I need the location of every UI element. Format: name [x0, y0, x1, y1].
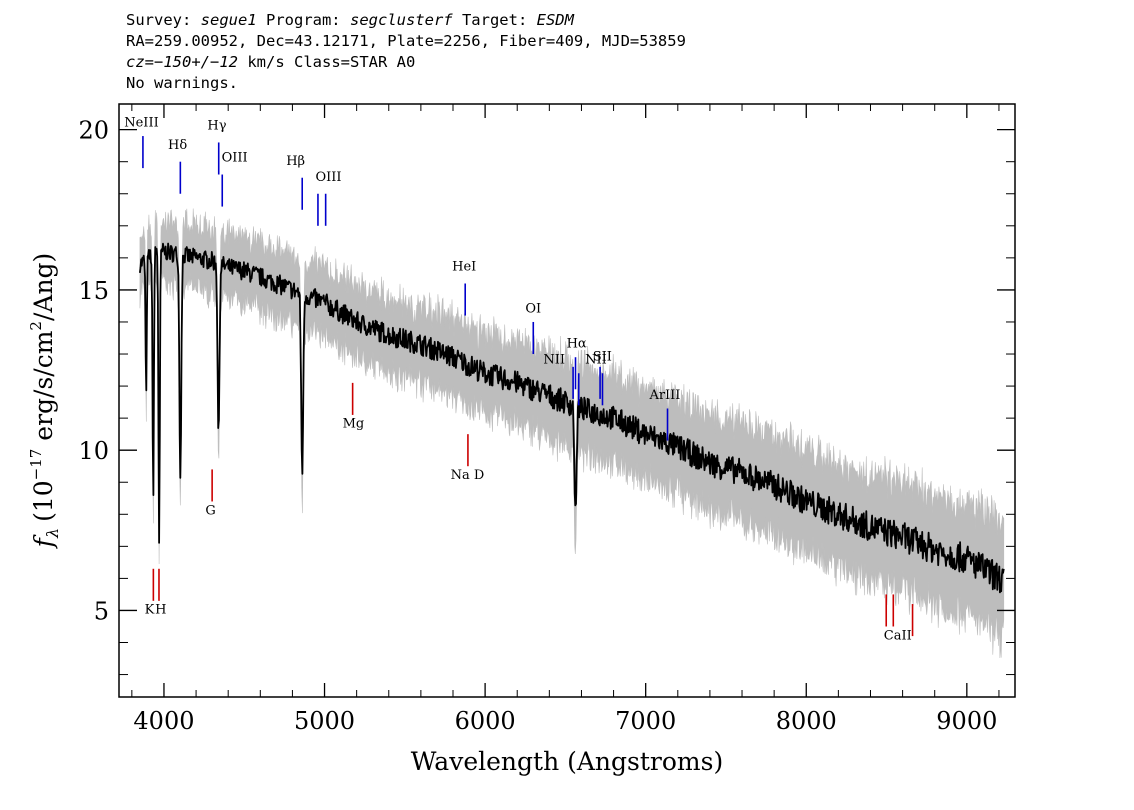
- line-marker-label: Hα: [567, 337, 587, 352]
- target-label: Target:: [452, 11, 537, 29]
- line-marker-label: Hδ: [168, 138, 187, 153]
- line-marker-label: H: [155, 603, 166, 618]
- line-marker-label: OI: [525, 301, 541, 316]
- coordinates-line: RA=259.00952, Dec=43.12171, Plate=2256, …: [126, 32, 686, 50]
- survey-value: segue1: [200, 11, 257, 29]
- line-marker-label: Na D: [451, 468, 485, 483]
- target-value: ESDM: [536, 11, 574, 29]
- y-tick-label: 10: [78, 437, 109, 465]
- flux-series-line: [139, 242, 1005, 594]
- y-axis-title: fλ(10−17 erg/s/cm2/Ang): [27, 253, 62, 550]
- line-marker-label: SII: [593, 349, 612, 364]
- x-tick-label: 9000: [936, 707, 997, 735]
- y-tick-label: 15: [78, 277, 109, 305]
- x-tick-label: 7000: [615, 707, 676, 735]
- x-tick-label: 5000: [294, 707, 355, 735]
- line-marker-label: NeIII: [124, 115, 158, 130]
- flux-layer: [139, 242, 1005, 594]
- plot-frame: [118, 103, 1016, 698]
- warnings-line: No warnings.: [126, 74, 238, 92]
- line-marker-label: Hβ: [286, 154, 305, 169]
- x-axis-title: Wavelength (Angstroms): [411, 747, 723, 776]
- line-marker-label: NII: [585, 353, 607, 368]
- x-tick-label: 6000: [455, 707, 516, 735]
- cz-label: cz: [126, 53, 145, 71]
- line-marker-label: Hγ: [207, 119, 226, 134]
- line-marker-label: G: [205, 503, 215, 518]
- line-marker-label: Mg: [343, 417, 365, 432]
- line-marker-label: OIII: [316, 170, 342, 185]
- line-marker-label: OIII: [222, 151, 248, 166]
- survey-label: Survey:: [126, 11, 201, 29]
- cz-value: =−150+/−12: [144, 53, 238, 71]
- program-label: Program:: [256, 11, 350, 29]
- program-value: segclusterf: [349, 11, 453, 29]
- line-marker-label: CaII: [884, 628, 912, 643]
- x-tick-label: 4000: [133, 707, 194, 735]
- y-tick-label: 5: [94, 597, 109, 625]
- line-marker-label: NII: [543, 353, 565, 368]
- class-line: km/s Class=STAR A0: [238, 53, 416, 71]
- spectrum-header: Survey: segue1 Program: segclusterf Targ…: [126, 10, 686, 94]
- line-marker-label: ArIII: [648, 388, 680, 403]
- axis-ticks: 4000 5000 6000 7000 8000 9000 5 10 15 20: [78, 104, 1015, 735]
- line-marker-label: HeI: [452, 260, 476, 275]
- y-tick-label: 20: [78, 117, 109, 145]
- x-tick-label: 8000: [776, 707, 837, 735]
- line-marker-label: K: [145, 603, 155, 618]
